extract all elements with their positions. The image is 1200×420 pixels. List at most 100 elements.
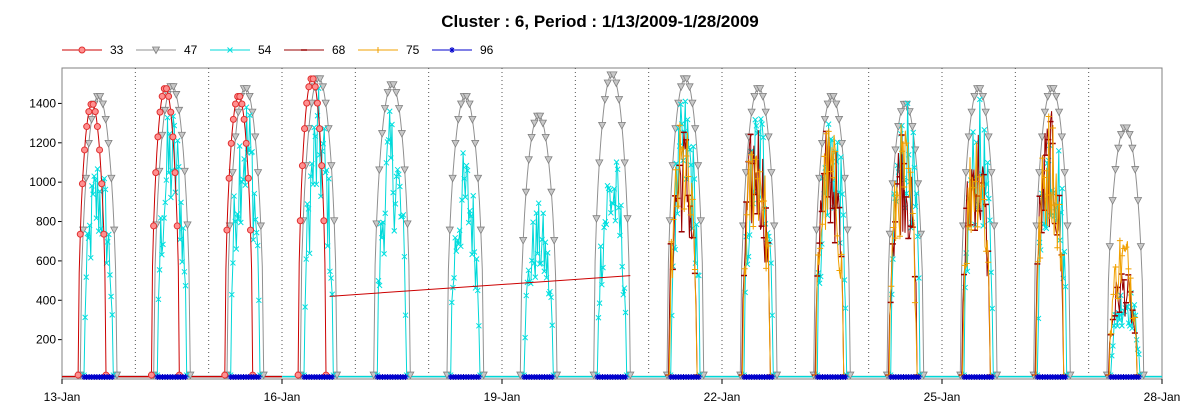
point bbox=[1050, 124, 1057, 131]
point bbox=[760, 134, 767, 141]
point bbox=[527, 133, 536, 142]
series-75-day-27 bbox=[1108, 240, 1138, 376]
point bbox=[543, 274, 550, 281]
point bbox=[468, 115, 477, 124]
point bbox=[158, 251, 165, 258]
point bbox=[620, 291, 627, 298]
point bbox=[817, 273, 824, 280]
point bbox=[769, 374, 776, 381]
point bbox=[1122, 124, 1131, 133]
y-tick-label: 600 bbox=[36, 254, 56, 268]
point bbox=[745, 253, 752, 260]
point bbox=[160, 106, 170, 115]
x-tick-label: 16-Jan bbox=[264, 390, 301, 404]
series-47 bbox=[76, 71, 1148, 380]
point bbox=[903, 140, 910, 147]
point bbox=[328, 275, 334, 281]
point bbox=[549, 322, 556, 329]
point bbox=[460, 150, 466, 156]
point bbox=[221, 371, 229, 379]
point bbox=[82, 314, 88, 321]
point bbox=[1125, 265, 1132, 272]
point bbox=[318, 162, 326, 170]
legend-marker-33 bbox=[78, 46, 86, 54]
point bbox=[682, 98, 689, 105]
point bbox=[823, 100, 832, 109]
point bbox=[109, 374, 116, 381]
point bbox=[896, 233, 903, 240]
point bbox=[87, 115, 96, 124]
point bbox=[533, 210, 540, 217]
point bbox=[172, 189, 179, 196]
series-33 bbox=[74, 75, 330, 379]
point bbox=[1114, 295, 1121, 302]
point bbox=[156, 108, 164, 116]
point bbox=[236, 92, 244, 100]
point bbox=[397, 130, 407, 138]
point bbox=[612, 217, 619, 224]
point bbox=[830, 174, 837, 181]
point bbox=[1052, 92, 1061, 101]
point bbox=[102, 186, 109, 193]
point bbox=[913, 190, 920, 197]
point bbox=[169, 133, 177, 141]
point bbox=[839, 191, 846, 197]
point bbox=[474, 287, 481, 294]
point bbox=[525, 267, 532, 274]
point bbox=[908, 123, 917, 131]
point bbox=[1043, 225, 1050, 232]
point bbox=[1123, 244, 1130, 251]
point bbox=[910, 129, 917, 136]
point bbox=[169, 83, 178, 92]
point bbox=[1110, 343, 1116, 349]
point bbox=[534, 250, 541, 257]
point bbox=[392, 201, 399, 207]
point bbox=[401, 253, 408, 260]
point bbox=[83, 274, 90, 280]
point bbox=[1114, 323, 1121, 329]
point bbox=[914, 233, 921, 240]
point bbox=[470, 192, 477, 199]
point bbox=[95, 93, 105, 101]
point bbox=[1136, 243, 1146, 251]
point bbox=[225, 174, 233, 182]
point bbox=[294, 371, 302, 379]
point bbox=[689, 196, 696, 203]
point bbox=[753, 122, 760, 129]
point bbox=[834, 232, 841, 239]
point bbox=[313, 181, 320, 188]
point bbox=[89, 100, 97, 108]
point bbox=[1062, 374, 1069, 381]
point bbox=[522, 334, 528, 341]
point bbox=[85, 108, 93, 116]
point bbox=[1039, 155, 1046, 162]
point bbox=[320, 217, 328, 225]
point bbox=[237, 219, 244, 226]
point bbox=[518, 237, 528, 245]
point bbox=[107, 272, 113, 278]
point bbox=[524, 156, 533, 165]
point bbox=[177, 236, 183, 243]
point bbox=[1037, 254, 1044, 261]
point bbox=[842, 305, 849, 312]
point bbox=[915, 374, 922, 381]
point bbox=[382, 210, 389, 217]
point bbox=[692, 260, 699, 267]
point bbox=[890, 224, 897, 231]
point bbox=[464, 167, 471, 174]
point bbox=[377, 130, 387, 138]
point bbox=[329, 374, 336, 381]
point bbox=[767, 169, 776, 177]
point bbox=[306, 250, 313, 257]
point bbox=[741, 265, 748, 272]
legend-label-96: 96 bbox=[480, 43, 494, 57]
point bbox=[182, 374, 189, 381]
point bbox=[168, 194, 174, 201]
point bbox=[92, 177, 99, 183]
point bbox=[980, 196, 987, 203]
point bbox=[834, 139, 841, 146]
point bbox=[676, 83, 686, 92]
point bbox=[592, 215, 601, 224]
point bbox=[231, 133, 240, 142]
point bbox=[540, 210, 547, 217]
